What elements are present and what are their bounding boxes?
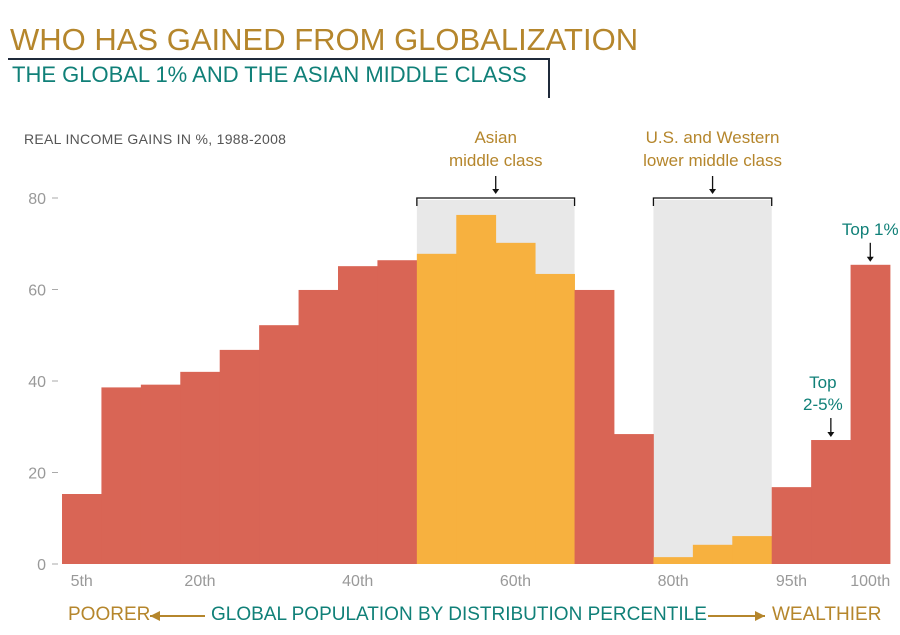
bar-90 — [732, 536, 773, 564]
y-tick-label: 60 — [28, 283, 46, 300]
x-left-label: POORER — [68, 604, 151, 625]
annotation-label: lower middle class — [643, 151, 782, 170]
annotation-arrow-head — [866, 256, 874, 262]
y-tick-label: 40 — [28, 374, 46, 391]
left-arrow-icon-head — [150, 611, 160, 621]
bar-5 — [62, 494, 102, 564]
x-right-label: WEALTHIER — [772, 604, 882, 625]
right-arrow-icon-head — [755, 611, 765, 621]
bar-40 — [338, 266, 378, 564]
annotation-bracket — [652, 197, 773, 206]
y-tick-label: 0 — [37, 557, 46, 574]
bar-100 — [850, 264, 891, 564]
bar-65 — [535, 273, 575, 564]
annotation-label: 2-5% — [803, 395, 843, 414]
chart-title: WHO HAS GAINED FROM GLOBALIZATION — [10, 22, 639, 57]
bar-99 — [811, 440, 851, 564]
annotation-arrow-head — [492, 189, 500, 194]
bar-45 — [377, 260, 418, 564]
x-axis-title: GLOBAL POPULATION BY DISTRIBUTION PERCEN… — [211, 604, 707, 625]
bar-30 — [259, 325, 299, 564]
bar-15 — [140, 384, 181, 564]
annotation-label: Top 1% — [842, 220, 899, 239]
annotation-label: middle class — [449, 151, 543, 170]
annotation-arrow-head — [827, 432, 835, 438]
y-tick-label: 20 — [28, 466, 46, 483]
chart-subtitle: THE GLOBAL 1% AND THE ASIAN MIDDLE CLASS — [12, 62, 527, 87]
x-tick-label: 40th — [342, 573, 373, 590]
bar-70 — [574, 289, 615, 564]
x-tick-label: 20th — [184, 573, 215, 590]
bar-50 — [416, 253, 457, 564]
x-tick-label: 80th — [658, 573, 689, 590]
y-tick-label: 80 — [28, 191, 46, 208]
annotation-label: Asian — [474, 128, 517, 147]
y-axis-label: REAL INCOME GAINS IN %, 1988-2008 — [24, 131, 287, 147]
bar-95 — [771, 487, 812, 564]
annotation-bracket — [416, 197, 576, 206]
x-tick-label: 100th — [850, 573, 890, 590]
x-tick-label: 5th — [71, 573, 93, 590]
annotation-label: U.S. and Western — [646, 128, 780, 147]
annotation-label: Top — [809, 373, 836, 392]
bar-85 — [692, 544, 733, 564]
subtitle-frame — [8, 58, 550, 98]
bar-55 — [456, 214, 497, 565]
bar-25 — [219, 349, 260, 564]
highlight-band — [653, 200, 772, 564]
x-tick-label: 95th — [776, 573, 807, 590]
bar-80 — [653, 557, 694, 564]
bar-20 — [180, 371, 221, 564]
bar-35 — [298, 289, 339, 564]
bar-75 — [614, 434, 654, 564]
annotation-arrow-head — [709, 189, 717, 194]
bar-10 — [101, 387, 142, 564]
bar-60 — [495, 242, 536, 564]
x-tick-label: 60th — [500, 573, 531, 590]
